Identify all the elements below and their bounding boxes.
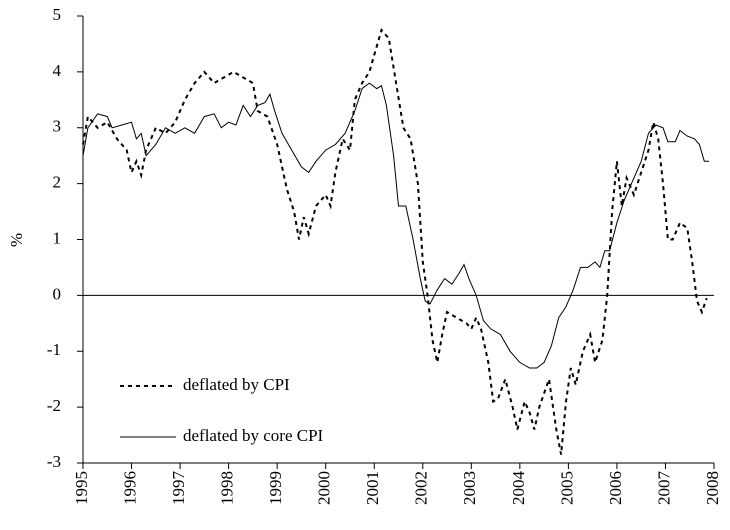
y-tick-label: -1 [47,340,61,359]
y-tick-label: -2 [47,396,61,415]
legend-label: deflated by CPI [183,375,290,394]
x-tick-label: 2002 [412,471,431,505]
x-tick-label: 1998 [218,471,237,505]
x-tick-label: 1999 [266,471,285,505]
x-tick-label: 2000 [315,471,334,505]
x-tick-label: 1997 [169,471,188,506]
y-tick-label: 4 [53,61,62,80]
y-tick-label: 1 [53,228,62,247]
y-tick-label: 3 [53,117,62,136]
x-tick-label: 2001 [363,471,382,505]
x-tick-label: 1996 [120,471,139,505]
x-tick-label: 2004 [509,471,528,506]
legend-label: deflated by core CPI [183,426,324,445]
y-tick-label: -3 [47,452,61,471]
x-tick-label: 2006 [606,471,625,505]
series-line [82,82,710,369]
series-line [82,27,708,455]
y-tick-label: 2 [53,173,62,192]
x-tick-label: 1995 [72,471,91,505]
y-tick-label: 0 [53,284,62,303]
x-tick-label: 2003 [460,471,479,505]
y-tick-label: 5 [53,5,62,24]
x-tick-label: 2007 [654,471,673,506]
y-axis-label: % [7,233,26,247]
x-tick-label: 2008 [703,471,722,505]
x-tick-label: 2005 [557,471,576,505]
